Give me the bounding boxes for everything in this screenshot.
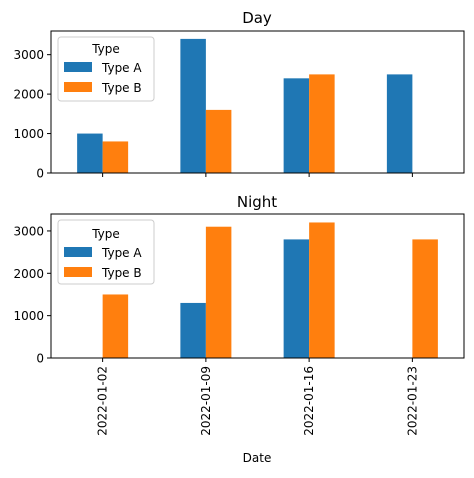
night-bar-type-b-2022-01-02 xyxy=(102,294,129,358)
night-bar-type-a-2022-01-09 xyxy=(180,302,206,358)
day-y-tick-label: 0 xyxy=(36,167,44,181)
night-bar-type-b-2022-01-09 xyxy=(205,226,232,358)
day-panel: Day 0 1000 2000 3000 Type Type A Type B xyxy=(13,9,465,181)
night-plot-frame xyxy=(50,213,465,359)
day-legend: Type Type A Type B xyxy=(57,36,155,102)
night-y-ticks: 0 1000 2000 3000 xyxy=(13,224,51,366)
day-bar-type-a-2022-01-16 xyxy=(283,78,310,173)
day-bar-type-b-2022-01-02 xyxy=(102,141,129,173)
day-legend-label-type-b: Type B xyxy=(101,81,142,95)
night-legend-title: Type xyxy=(91,227,120,241)
night-legend-label-type-b: Type B xyxy=(101,266,142,280)
day-bar-type-b-2022-01-09 xyxy=(205,109,232,173)
night-x-tick-label: 2022-01-02 xyxy=(96,366,110,436)
day-legend-title: Type xyxy=(91,42,120,56)
night-x-tick-label: 2022-01-23 xyxy=(405,366,419,436)
night-title: Night xyxy=(237,193,277,211)
x-axis-label: Date xyxy=(243,451,272,465)
night-legend: Type Type A Type B xyxy=(57,219,155,285)
day-bars xyxy=(77,38,413,173)
night-bar-type-a-2022-01-16 xyxy=(283,239,310,358)
night-y-tick-label: 3000 xyxy=(13,224,44,238)
night-x-ticks: 2022-01-02 2022-01-09 2022-01-16 2022-01-23 xyxy=(96,358,419,436)
night-x-tick-label: 2022-01-16 xyxy=(302,366,316,436)
day-y-tick-label: 1000 xyxy=(13,127,44,141)
night-legend-label-type-a: Type A xyxy=(101,246,142,260)
night-bars xyxy=(102,222,438,358)
day-plot-frame xyxy=(50,30,465,174)
day-legend-label-type-a: Type A xyxy=(101,61,142,75)
day-bar-type-a-2022-01-02 xyxy=(77,133,103,173)
night-bar-type-b-2022-01-16 xyxy=(309,222,335,358)
day-y-tick-label: 3000 xyxy=(13,48,44,62)
night-legend-swatch-type-a xyxy=(64,247,92,257)
day-bar-type-a-2022-01-09 xyxy=(180,38,206,173)
night-panel: Night 0 1000 2000 3000 2022-01-02 2022-01-09… xyxy=(13,193,465,465)
night-legend-swatch-type-b xyxy=(64,267,92,277)
day-legend-swatch-type-b xyxy=(64,82,92,92)
day-title: Day xyxy=(242,9,272,27)
day-y-tick-label: 2000 xyxy=(13,88,44,102)
night-y-tick-label: 0 xyxy=(36,352,44,366)
day-bar-type-b-2022-01-16 xyxy=(309,74,335,173)
day-bar-type-a-2022-01-23 xyxy=(386,74,413,173)
day-x-ticks xyxy=(102,173,413,177)
day-legend-swatch-type-a xyxy=(64,62,92,72)
night-y-tick-label: 2000 xyxy=(13,267,44,281)
night-y-tick-label: 1000 xyxy=(13,309,44,323)
day-y-ticks: 0 1000 2000 3000 xyxy=(13,48,51,181)
night-x-tick-label: 2022-01-09 xyxy=(199,366,213,436)
night-bar-type-b-2022-01-23 xyxy=(412,239,438,358)
